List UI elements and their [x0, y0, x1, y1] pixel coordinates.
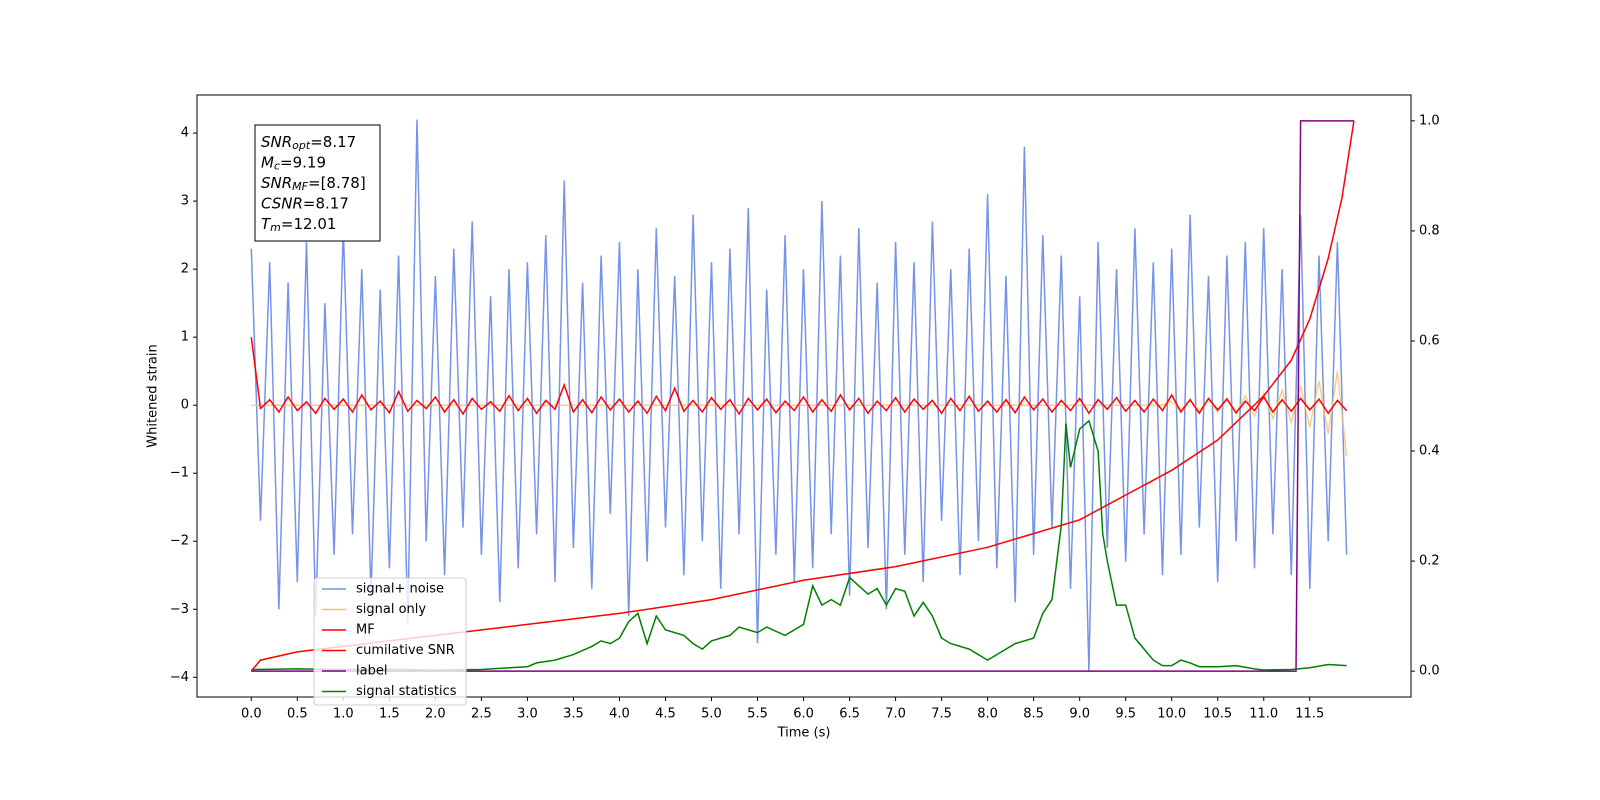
- legend-label: signal only: [356, 602, 426, 617]
- value: =12.01: [281, 215, 337, 233]
- series-line: [250, 337, 1348, 416]
- annotation: SNRopt=8.17Mc=9.19SNRMF=[8.78]CSNR=8.17T…: [254, 124, 381, 242]
- x-tick-label: 2.5: [471, 707, 492, 722]
- x-tick-label: 0.5: [287, 707, 308, 722]
- x-tick-label: 4.5: [655, 707, 676, 722]
- x-tick-label: 6.0: [793, 707, 814, 722]
- legend-box: [313, 577, 467, 706]
- x-tick-label: 8.0: [977, 707, 998, 722]
- x-tick-label: 9.0: [1069, 707, 1090, 722]
- annotation-line: Mc=9.19: [261, 153, 326, 173]
- legend-label: MF: [356, 623, 375, 638]
- series-line: [251, 371, 1348, 457]
- x-tick-label: 4.0: [609, 707, 630, 722]
- annotation-box: [254, 124, 381, 242]
- symbol: CSNR: [261, 194, 303, 212]
- subscript: c: [274, 160, 280, 173]
- x-tick-label: 11.0: [1249, 707, 1278, 722]
- x-tick-label: 1.0: [333, 707, 354, 722]
- value: =[8.78]: [308, 174, 366, 192]
- y2-tick-label: 0.2: [1419, 554, 1440, 569]
- symbol: SNR: [261, 174, 292, 192]
- x-tick-label: 10.5: [1203, 707, 1232, 722]
- annotation-line: SNRMF=[8.78]: [261, 174, 366, 194]
- value: =9.19: [280, 153, 326, 171]
- y-tick-label: −3: [170, 602, 189, 617]
- x-tick-label: 1.5: [379, 707, 400, 722]
- x-tick-label: 7.0: [885, 707, 906, 722]
- x-tick-label: 3.0: [517, 707, 538, 722]
- y-tick-label: 4: [181, 126, 189, 141]
- legend-label: signal statistics: [356, 684, 457, 699]
- series-line: [250, 119, 1348, 671]
- x-tick-label: 7.5: [931, 707, 952, 722]
- subscript: MF: [292, 180, 308, 193]
- y-tick-label: −4: [170, 670, 189, 685]
- y2-tick-label: 0.8: [1419, 223, 1440, 238]
- x-tick-label: 6.5: [839, 707, 860, 722]
- x-tick-label: 11.5: [1295, 707, 1324, 722]
- y2-tick-label: 0.6: [1419, 333, 1440, 348]
- x-tick-label: 5.0: [701, 707, 722, 722]
- y-tick-label: 0: [181, 398, 189, 413]
- series-line: [251, 120, 1354, 672]
- x-tick-label: 3.5: [563, 707, 584, 722]
- x-tick-label: 5.5: [747, 707, 768, 722]
- y2-tick-label: 0.4: [1419, 444, 1440, 459]
- symbol: M: [261, 153, 274, 171]
- x-tick-label: 0.0: [241, 707, 262, 722]
- annotation-line: SNRopt=8.17: [261, 133, 356, 153]
- legend-label: signal+ noise: [356, 582, 444, 597]
- y-tick-label: 2: [181, 262, 189, 277]
- y2-tick-label: 1.0: [1419, 113, 1440, 128]
- symbol: SNR: [261, 133, 292, 151]
- annotation-line: CSNR=8.17: [261, 194, 349, 212]
- x-tick-label: 8.5: [1023, 707, 1044, 722]
- annotation-line: Tm=12.01: [261, 215, 336, 235]
- series-line: [251, 419, 1347, 671]
- symbol: T: [261, 215, 272, 233]
- y-tick-label: 1: [181, 330, 189, 345]
- y-tick-label: 3: [181, 194, 189, 209]
- x-tick-label: 10.0: [1157, 707, 1186, 722]
- x-tick-label: 2.0: [425, 707, 446, 722]
- y-tick-label: −1: [170, 466, 189, 481]
- y-tick-label: −2: [170, 534, 189, 549]
- subscript: m: [270, 221, 281, 234]
- legend: signal+ noise signal only MF cumilative SNR…: [313, 577, 467, 706]
- legend-label: label: [356, 664, 387, 679]
- value: =8.17: [310, 133, 356, 151]
- subscript: opt: [292, 139, 311, 152]
- x-tick-label: 9.5: [1115, 707, 1136, 722]
- y2-tick-label: 0.0: [1419, 664, 1440, 679]
- y-axis-label: Whitened strain: [146, 344, 161, 447]
- legend-label: cumilative SNR: [356, 643, 455, 658]
- value: =8.17: [303, 194, 349, 212]
- x-axis-label: Time (s): [777, 726, 831, 741]
